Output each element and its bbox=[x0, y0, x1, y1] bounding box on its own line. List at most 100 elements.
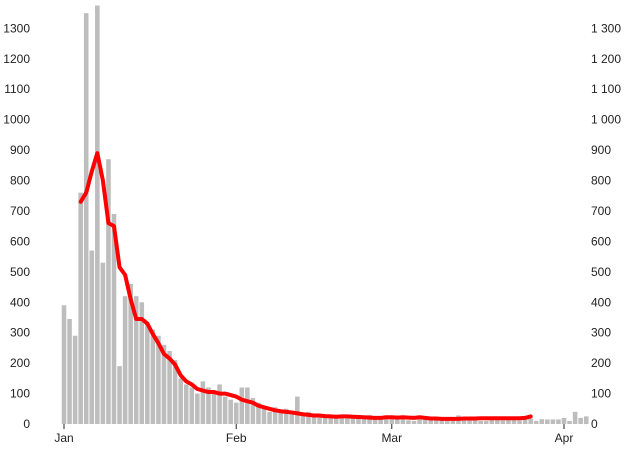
bar bbox=[178, 378, 183, 424]
bar bbox=[561, 417, 567, 424]
y-tick-label-right: 1 100 bbox=[591, 82, 621, 96]
bar bbox=[472, 420, 478, 424]
bar bbox=[522, 419, 528, 424]
bar bbox=[278, 410, 283, 424]
bar bbox=[311, 414, 317, 424]
bar bbox=[545, 419, 550, 424]
y-axis-left: 0 100 200 300 400 500 600 700 800 900 1000 1100 1200… bbox=[3, 21, 30, 431]
x-tick-label: Mar bbox=[381, 431, 402, 445]
y-tick-label-left: 900 bbox=[10, 143, 30, 157]
y-tick-label-left: 1100 bbox=[4, 82, 30, 96]
bar bbox=[417, 419, 422, 424]
moving-average-series bbox=[78, 151, 533, 421]
bar bbox=[383, 417, 389, 424]
bar bbox=[272, 407, 278, 424]
bar bbox=[133, 296, 139, 424]
bar bbox=[572, 411, 578, 424]
bar bbox=[300, 413, 306, 424]
bar bbox=[583, 416, 589, 424]
bar bbox=[411, 420, 417, 424]
bar bbox=[172, 360, 178, 424]
bar bbox=[183, 384, 189, 424]
bar bbox=[511, 418, 517, 424]
bar bbox=[233, 402, 239, 424]
bar bbox=[500, 420, 506, 424]
y-tick-label-left: 600 bbox=[10, 234, 30, 248]
y-tick-label-left: 0 bbox=[23, 417, 30, 431]
y-tick-label-left: 1200 bbox=[3, 52, 30, 66]
bar bbox=[295, 396, 300, 424]
bar bbox=[106, 159, 111, 424]
y-tick-label-right: 500 bbox=[591, 265, 611, 279]
y-tick-label-left: 1300 bbox=[3, 21, 30, 35]
y-tick-label-right: 1 200 bbox=[591, 52, 621, 66]
bar bbox=[395, 419, 400, 424]
y-tick-label-right: 100 bbox=[591, 387, 611, 401]
bar bbox=[156, 335, 161, 424]
y-tick-label-left: 1000 bbox=[3, 113, 30, 127]
bar bbox=[306, 411, 311, 424]
x-tick-label: Feb bbox=[226, 431, 247, 445]
bar bbox=[461, 417, 467, 424]
y-tick-label-right: 800 bbox=[591, 174, 611, 188]
y-tick-label-right: 1 000 bbox=[591, 113, 621, 127]
x-tick-label: Apr bbox=[555, 431, 574, 445]
bar bbox=[433, 417, 439, 424]
bar bbox=[350, 417, 356, 424]
bar bbox=[211, 390, 217, 424]
moving-average-line bbox=[78, 151, 533, 421]
bar bbox=[72, 335, 78, 424]
y-tick-label-left: 200 bbox=[10, 356, 30, 370]
bar bbox=[400, 417, 406, 424]
y-tick-label-right: 600 bbox=[591, 234, 611, 248]
bar bbox=[100, 262, 106, 424]
bar bbox=[495, 419, 500, 424]
x-tick-label: Jan bbox=[54, 431, 73, 445]
y-tick-label-right: 400 bbox=[591, 295, 611, 309]
bar bbox=[567, 420, 572, 424]
y-tick-label-right: 300 bbox=[591, 326, 611, 340]
bar bbox=[528, 418, 533, 424]
y-tick-label-left: 800 bbox=[10, 174, 30, 188]
bar bbox=[250, 398, 256, 424]
bar bbox=[389, 418, 395, 424]
bar bbox=[145, 323, 150, 424]
bar bbox=[161, 344, 167, 424]
bar bbox=[111, 214, 117, 424]
bar bbox=[550, 419, 556, 424]
bar bbox=[122, 296, 128, 424]
bar bbox=[89, 250, 95, 424]
bar bbox=[322, 415, 328, 424]
bar bbox=[356, 417, 361, 424]
bar bbox=[206, 387, 211, 424]
bar bbox=[422, 418, 428, 424]
bar bbox=[128, 284, 133, 424]
y-tick-label-left: 400 bbox=[10, 295, 30, 309]
bar bbox=[167, 350, 172, 424]
bar bbox=[117, 366, 122, 424]
bar bbox=[378, 417, 383, 424]
bar bbox=[328, 416, 333, 424]
bar bbox=[222, 396, 228, 424]
bar bbox=[283, 408, 289, 424]
bar bbox=[556, 419, 561, 424]
bar bbox=[439, 419, 445, 424]
bar bbox=[539, 419, 545, 424]
bar bbox=[533, 420, 539, 424]
bar bbox=[445, 417, 450, 424]
bar bbox=[506, 419, 511, 424]
bar bbox=[239, 387, 245, 424]
y-tick-label-left: 700 bbox=[10, 204, 30, 218]
y-tick-label-right: 0 bbox=[591, 417, 598, 431]
bar bbox=[245, 387, 250, 424]
bar bbox=[228, 399, 233, 424]
bar bbox=[517, 420, 522, 424]
bar bbox=[267, 411, 272, 424]
bar bbox=[317, 414, 322, 424]
bar bbox=[61, 305, 67, 424]
y-tick-label-left: 300 bbox=[10, 326, 30, 340]
bar bbox=[489, 419, 495, 424]
bar bbox=[195, 393, 200, 424]
y-tick-label-left: 500 bbox=[10, 265, 30, 279]
